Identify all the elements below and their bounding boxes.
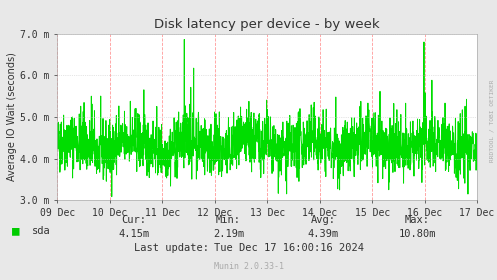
Text: Cur:: Cur: [122, 214, 147, 225]
Text: Avg:: Avg: [311, 214, 335, 225]
Text: ■: ■ [12, 225, 20, 237]
Text: 2.19m: 2.19m [213, 228, 244, 239]
Text: sda: sda [32, 226, 51, 236]
Text: RRDTOOL / TOBI OETIKER: RRDTOOL / TOBI OETIKER [490, 79, 495, 162]
Text: Min:: Min: [216, 214, 241, 225]
Text: Last update:: Last update: [134, 242, 209, 253]
Title: Disk latency per device - by week: Disk latency per device - by week [155, 18, 380, 31]
Text: 4.15m: 4.15m [119, 228, 150, 239]
Text: Munin 2.0.33-1: Munin 2.0.33-1 [214, 262, 283, 271]
Text: Max:: Max: [405, 214, 430, 225]
Text: 10.80m: 10.80m [399, 228, 436, 239]
Text: Tue Dec 17 16:00:16 2024: Tue Dec 17 16:00:16 2024 [214, 242, 364, 253]
Y-axis label: Average IO Wait (seconds): Average IO Wait (seconds) [7, 52, 17, 181]
Text: 4.39m: 4.39m [308, 228, 338, 239]
